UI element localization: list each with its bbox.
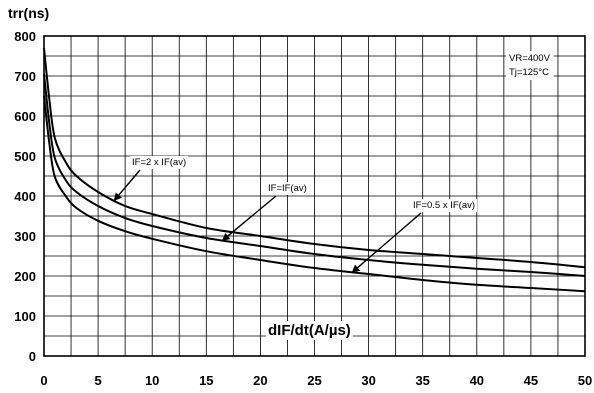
- condition-vr: VR=400V: [509, 53, 551, 64]
- conditions-box: [506, 51, 554, 80]
- y-tick-label: 400: [14, 189, 36, 204]
- curves: [43, 47, 586, 293]
- x-tick-label: 30: [361, 373, 375, 388]
- y-tick-label: 600: [14, 109, 36, 124]
- y-tick-label: 800: [14, 29, 36, 44]
- y-tick-label: 700: [14, 69, 36, 84]
- series-label-half: IF=0.5 x IF(av): [413, 200, 475, 211]
- x-tick-label: 35: [415, 373, 429, 388]
- x-tick-label: 40: [470, 373, 484, 388]
- x-tick-label: 45: [524, 373, 538, 388]
- y-tick-label: 0: [29, 349, 36, 364]
- y-tick-label: 500: [14, 149, 36, 164]
- plot-frame: [43, 35, 586, 357]
- annotation-bg: [130, 156, 189, 169]
- annotation-arrow: [351, 212, 422, 273]
- series-line-1: [43, 73, 586, 277]
- series-line-2: [43, 95, 586, 293]
- y-axis-label: trr(ns): [8, 5, 49, 21]
- annotation-arrow: [221, 195, 277, 242]
- series-line-0: [43, 47, 586, 269]
- x-tick-label: 5: [94, 373, 101, 388]
- condition-tj: Tj=125°C: [509, 67, 549, 78]
- y-tick-label: 200: [14, 269, 36, 284]
- series-label-2x: IF=2 x IF(av): [132, 157, 186, 168]
- x-tick-label: 25: [307, 373, 321, 388]
- y-tick-label: 300: [14, 229, 36, 244]
- grid: [43, 35, 586, 357]
- annotation-bg: [266, 182, 309, 195]
- annotation-arrows: [113, 169, 422, 273]
- annotation-arrow: [113, 169, 141, 202]
- x-tick-label: 0: [40, 373, 47, 388]
- annotation-bg: [411, 199, 478, 212]
- y-tick-label: 100: [14, 309, 36, 324]
- x-tick-label: 50: [578, 373, 592, 388]
- x-tick-label: 10: [145, 373, 159, 388]
- x-axis-label: dIF/dt(A/µs): [268, 322, 351, 339]
- x-axis-label-bg: [266, 321, 353, 340]
- x-tick-label: 15: [199, 373, 213, 388]
- tick-labels: 0 5 10 15 20 25 30 35 40 45 5001002003004005006007…: [14, 29, 592, 388]
- series-label-1x: IF=IF(av): [268, 183, 307, 194]
- x-tick-label: 20: [253, 373, 267, 388]
